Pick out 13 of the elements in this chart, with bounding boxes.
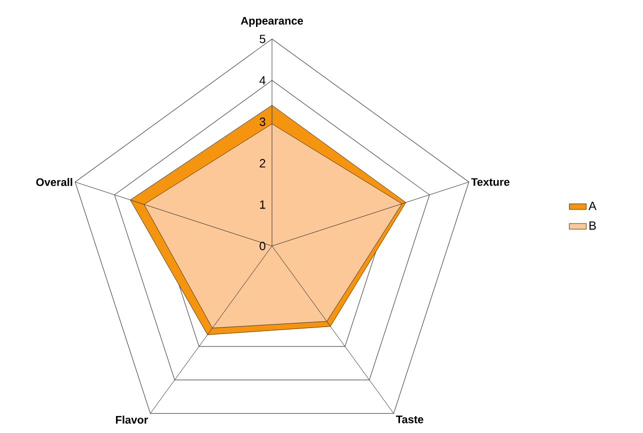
legend-label: B [590, 221, 596, 230]
y-tick-label: 1 [260, 200, 266, 209]
y-tick-label: 2 [260, 159, 266, 168]
y-tick-label: 4 [259, 76, 266, 84]
spoke-label: Taste [396, 416, 424, 424]
y-tick-label: 3 [260, 118, 266, 126]
y-tick-label: 0 [260, 242, 266, 250]
y-tick-label: 5 [260, 34, 266, 44]
spoke-label: Appearance [240, 17, 303, 27]
legend-label: A [588, 202, 596, 210]
spoke-label: Flavor [116, 416, 148, 424]
spoke-label: Overall [36, 178, 72, 186]
spoke-label: Texture [471, 178, 510, 186]
